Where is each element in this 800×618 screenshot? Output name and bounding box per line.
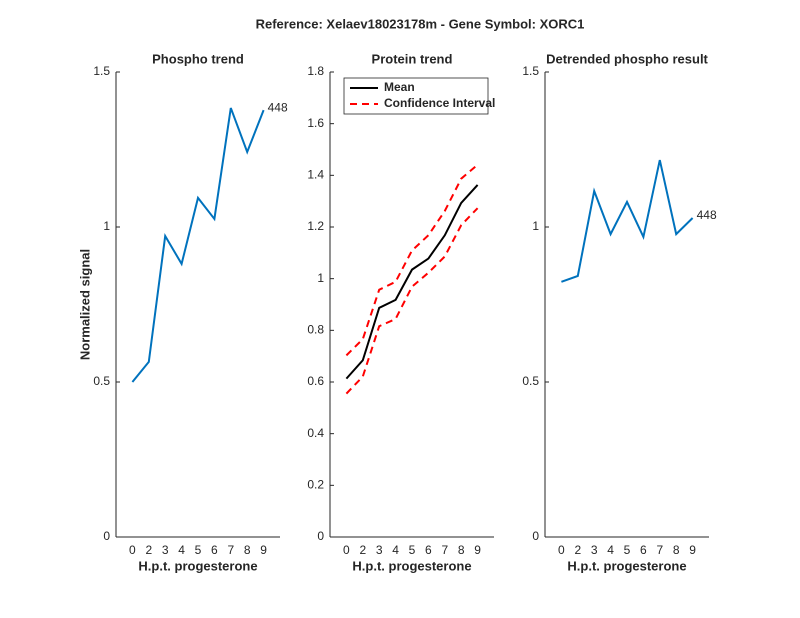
subplot-title: Phospho trend	[152, 51, 244, 66]
x-tick-label: 9	[260, 543, 267, 557]
y-tick-label: 1.5	[93, 64, 110, 78]
ci-line	[345, 163, 479, 357]
x-tick-label: 5	[624, 543, 631, 557]
x-axis-label: H.p.t. progesterone	[138, 558, 257, 573]
y-axis-label: Normalized signal	[77, 249, 92, 360]
x-tick-label: 7	[656, 543, 663, 557]
subplot-title: Detrended phospho result	[546, 51, 708, 66]
y-tick-label: 0.5	[93, 374, 110, 388]
x-tick-label: 2	[574, 543, 581, 557]
data-line	[345, 184, 479, 380]
y-tick-label: 1	[103, 219, 110, 233]
y-tick-label: 1.5	[522, 64, 539, 78]
x-tick-label: 2	[359, 543, 366, 557]
y-tick-label: 1.6	[307, 116, 324, 130]
y-tick-label: 0	[103, 529, 110, 543]
x-tick-label: 8	[673, 543, 680, 557]
x-tick-label: 4	[178, 543, 185, 557]
x-axis-label: H.p.t. progesterone	[352, 558, 471, 573]
x-tick-label: 6	[211, 543, 218, 557]
x-tick-label: 3	[376, 543, 383, 557]
x-tick-label: 6	[425, 543, 432, 557]
y-tick-label: 0	[317, 529, 324, 543]
x-axis-label: H.p.t. progesterone	[567, 558, 686, 573]
x-tick-label: 8	[458, 543, 465, 557]
x-tick-label: 8	[244, 543, 251, 557]
x-tick-label: 4	[392, 543, 399, 557]
x-tick-label: 6	[640, 543, 647, 557]
x-tick-label: 0	[343, 543, 350, 557]
subplot-title: Protein trend	[372, 51, 453, 66]
x-tick-label: 0	[558, 543, 565, 557]
y-tick-label: 1	[532, 219, 539, 233]
legend-box	[343, 77, 489, 115]
y-tick-label: 1.2	[307, 219, 324, 233]
data-line	[131, 107, 265, 383]
x-tick-label: 9	[474, 543, 481, 557]
x-tick-label: 7	[441, 543, 448, 557]
x-tick-label: 3	[162, 543, 169, 557]
x-tick-label: 9	[689, 543, 696, 557]
y-tick-label: 1.8	[307, 64, 324, 78]
y-tick-label: 0.8	[307, 323, 324, 337]
data-line	[561, 159, 694, 283]
y-tick-label: 0	[532, 529, 539, 543]
annotation: 448	[697, 208, 717, 222]
y-tick-label: 0.6	[307, 374, 324, 388]
x-tick-label: 5	[195, 543, 202, 557]
x-tick-label: 7	[227, 543, 234, 557]
legend-label: Confidence Interval	[384, 96, 495, 110]
ci-line	[345, 207, 479, 395]
x-tick-label: 2	[145, 543, 152, 557]
y-tick-label: 1	[317, 271, 324, 285]
y-tick-label: 0.2	[307, 478, 324, 492]
annotation: 448	[268, 100, 288, 114]
x-tick-label: 0	[129, 543, 136, 557]
x-tick-label: 3	[591, 543, 598, 557]
x-tick-label: 5	[409, 543, 416, 557]
figure-title: Reference: Xelaev18023178m - Gene Symbol…	[256, 16, 585, 31]
x-tick-label: 4	[607, 543, 614, 557]
legend-label: Mean	[384, 80, 415, 94]
y-tick-label: 1.4	[307, 168, 324, 182]
y-tick-label: 0.5	[522, 374, 539, 388]
y-tick-label: 0.4	[307, 426, 324, 440]
